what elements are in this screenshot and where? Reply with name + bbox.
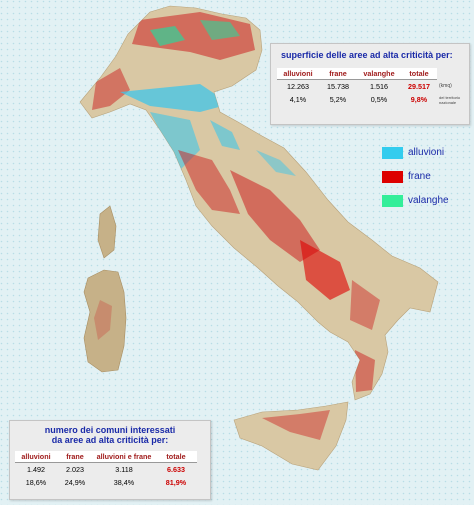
hazard-overlay <box>92 12 380 392</box>
comuni-title-line1: numero dei comuni interessati <box>44 425 176 435</box>
comuni-title-line2: da aree ad alta criticità per: <box>51 435 169 445</box>
legend-swatch-valanghe <box>382 195 403 207</box>
area-stats-table: alluvioni frane valanghe totale 12.263 1… <box>277 68 465 106</box>
table-row: 1.492 2.023 3.118 6.633 <box>15 463 197 477</box>
comuni-pct-alluvioni-frane: 38,4% <box>113 478 135 487</box>
comuni-alluvioni: 1.492 <box>27 465 45 474</box>
pct-valanghe: 0,5% <box>370 95 388 104</box>
comuni-alluvioni-frane: 3.118 <box>115 465 133 474</box>
header-alluvioni: alluvioni <box>277 68 319 80</box>
table-row: 18,6% 24,9% 38,4% 81,9% <box>15 476 197 489</box>
header-valanghe: valanghe <box>357 68 401 80</box>
area-frane: 15.738 <box>327 82 349 91</box>
comuni-stats-table: alluvioni frane alluvioni e frane totale… <box>15 451 197 489</box>
header-frane: frane <box>57 451 93 463</box>
area-valanghe: 1.516 <box>370 82 388 91</box>
area-totale: 29.517 <box>408 82 430 91</box>
legend-label-frane: frane <box>408 171 431 182</box>
header-alluvioni-e-frane: alluvioni e frane <box>93 451 155 463</box>
legend-swatch-alluvioni <box>382 147 403 159</box>
sardinia <box>83 269 127 373</box>
map-legend: alluvioni frane valanghe <box>382 145 472 215</box>
comuni-pct-frane: 24,9% <box>64 478 86 487</box>
area-unit: (kmq) <box>439 83 452 90</box>
table-row: 4,1% 5,2% 0,5% 9,8% del territorio nazio… <box>277 93 465 106</box>
comuni-stats-panel: numero dei comuni interessati da aree ad… <box>9 420 211 500</box>
sicily <box>233 401 349 471</box>
comuni-pct-alluvioni: 18,6% <box>25 478 47 487</box>
pct-totale: 9,8% <box>410 95 428 104</box>
pct-frane: 5,2% <box>329 95 347 104</box>
header-totale: totale <box>401 68 437 80</box>
header-alluvioni: alluvioni <box>15 451 57 463</box>
pct-alluvioni: 4,1% <box>289 95 307 104</box>
header-spacer <box>437 68 465 80</box>
corsica <box>97 205 117 259</box>
area-alluvioni: 12.263 <box>287 82 309 91</box>
legend-swatch-frane <box>382 171 403 183</box>
table-header-row: alluvioni frane alluvioni e frane totale <box>15 451 197 463</box>
table-header-row: alluvioni frane valanghe totale <box>277 68 465 80</box>
comuni-totale: 6.633 <box>167 465 185 474</box>
table-row: 12.263 15.738 1.516 29.517 (kmq) <box>277 80 465 94</box>
header-totale: totale <box>155 451 197 463</box>
comuni-pct-totale: 81,9% <box>165 478 187 487</box>
legend-label-valanghe: valanghe <box>408 195 449 206</box>
header-frane: frane <box>319 68 357 80</box>
legend-label-alluvioni: alluvioni <box>408 147 445 158</box>
area-stats-title: superficie delle aree ad alta criticità … <box>281 50 453 60</box>
pct-note: del territorio nazionale <box>439 94 461 105</box>
area-stats-panel: superficie delle aree ad alta criticità … <box>270 43 470 125</box>
comuni-frane: 2.023 <box>66 465 84 474</box>
comuni-stats-title: numero dei comuni interessati da aree ad… <box>10 425 210 445</box>
